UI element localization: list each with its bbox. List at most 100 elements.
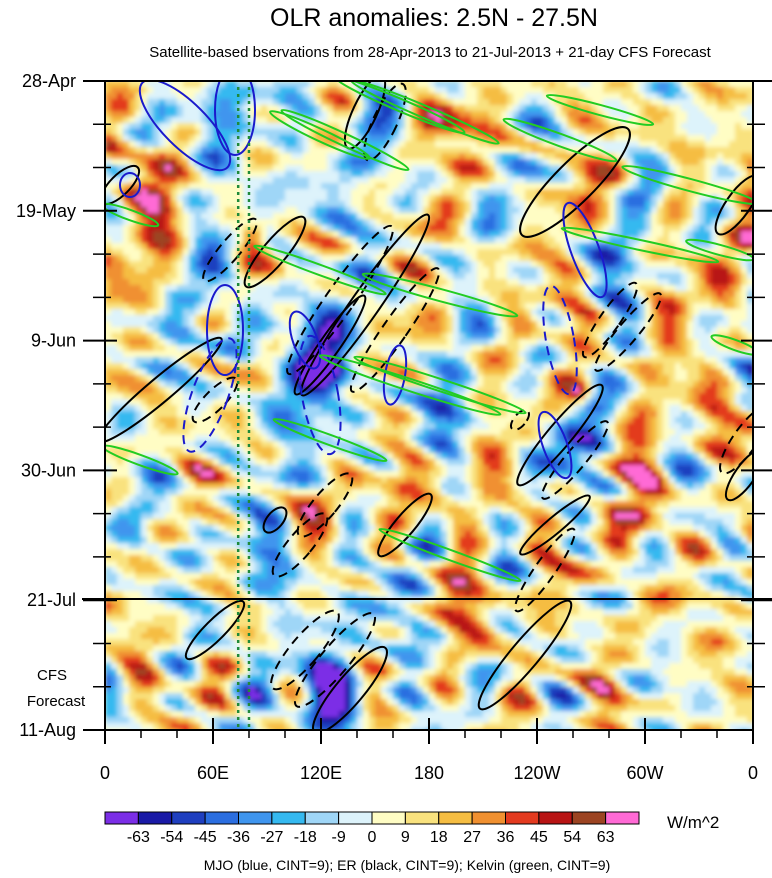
forecast-label-line2: Forecast — [27, 693, 86, 710]
er-contour — [271, 512, 329, 578]
y-tick-label: 21-Jul — [27, 590, 76, 610]
colorbar-label: -54 — [160, 829, 183, 846]
colorbar-label: -63 — [127, 829, 150, 846]
colorbar-swatch — [271, 811, 306, 825]
kelvin-contour — [334, 81, 466, 134]
x-tick-label: 180 — [414, 763, 444, 783]
kelvin-contour — [685, 238, 753, 262]
kelvin-contour — [350, 81, 500, 145]
kelvin-contour — [272, 417, 388, 463]
er-contour — [243, 215, 307, 289]
mjo-contour — [288, 310, 322, 370]
chart-title: OLR anomalies: 2.5N - 27.5N — [270, 4, 598, 32]
er-contour — [296, 472, 354, 538]
mjo-contour — [119, 172, 141, 198]
colorbar-swatch — [304, 811, 340, 825]
y-tick-label: 19-May — [16, 201, 76, 221]
colorbar-swatch — [605, 811, 640, 825]
x-tick-label: 60W — [626, 763, 663, 783]
er-contour — [540, 420, 610, 500]
colorbar: -63 -54 -45 -36 -27 -18 -9 0 9 18 27 36 45 54 63 — [104, 811, 640, 846]
kelvin-contour — [105, 202, 160, 228]
y-tick-label: 30-Jun — [21, 460, 76, 480]
colorbar-label: 45 — [530, 829, 548, 846]
colorbar-swatch — [538, 811, 573, 825]
colorbar-swatch — [171, 811, 206, 825]
reference-longitude-lines — [236, 87, 251, 730]
er-contour — [714, 174, 753, 236]
er-contour — [581, 281, 639, 359]
kelvin-contour — [253, 244, 387, 296]
colorbar-swatch — [238, 811, 273, 825]
kelvin-contour — [361, 272, 519, 318]
colorbar-label: -27 — [260, 829, 283, 846]
colorbar-swatch — [204, 811, 239, 825]
er-contour — [184, 599, 246, 661]
olr-anomaly-field — [105, 81, 753, 730]
colorbar-swatch — [438, 811, 473, 825]
colorbar-label: 36 — [497, 829, 515, 846]
colorbar-label: 18 — [430, 829, 448, 846]
er-contour — [262, 506, 288, 534]
x-tick-label: 60E — [197, 763, 229, 783]
mjo-contour — [537, 410, 573, 480]
y-tick-label: 28-Apr — [22, 71, 76, 91]
er-contour — [477, 599, 573, 711]
x-tick-label: 0 — [100, 763, 110, 783]
chart-subtitle: Satellite-based bservations from 28-Apr-… — [149, 44, 711, 61]
er-contour — [519, 126, 631, 238]
er-contour — [312, 645, 388, 730]
x-axis-longitudes: 0 60E 120E 180 120W 60W 0 — [100, 718, 758, 783]
er-contour — [724, 448, 753, 502]
er-contour — [363, 82, 407, 162]
mjo-contour — [214, 81, 256, 156]
x-tick-label: 120W — [513, 763, 560, 783]
er-contour — [105, 164, 141, 206]
kelvin-contour — [545, 93, 655, 127]
colorbar-label: 0 — [368, 829, 377, 846]
kelvin-contour — [710, 334, 753, 356]
colorbar-label: -18 — [294, 829, 317, 846]
er-contour — [293, 612, 377, 708]
er-contour — [593, 292, 663, 372]
colorbar-label: 63 — [597, 829, 615, 846]
plot-area — [82, 80, 772, 731]
x-tick-label: 120E — [300, 763, 342, 783]
mjo-contour — [206, 284, 244, 376]
colorbar-swatch — [471, 811, 506, 825]
er-contour — [105, 336, 223, 444]
kelvin-contour — [318, 354, 502, 416]
kelvin-contour — [280, 108, 410, 172]
colorbar-units: W/m^2 — [667, 813, 719, 832]
y-tick-label: 9-Jun — [31, 331, 76, 351]
colorbar-swatch — [104, 811, 139, 825]
mjo-contour — [542, 284, 578, 396]
er-contour — [293, 294, 367, 396]
kelvin-contour — [560, 226, 720, 264]
mjo-contour — [138, 81, 232, 172]
colorbar-label: -36 — [227, 829, 250, 846]
kelvin-contour — [105, 444, 179, 476]
colorbar-swatch — [404, 811, 440, 825]
colorbar-label: -45 — [194, 829, 217, 846]
er-contour — [270, 609, 340, 691]
kelvin-contour — [378, 527, 522, 583]
y-axis-dates: 28-Apr 19-May 9-Jun 30-Jun 21-Jul 11-Aug — [16, 71, 772, 740]
colorbar-label: -9 — [332, 829, 346, 846]
er-contour — [191, 376, 239, 424]
kelvin-contour — [353, 355, 527, 415]
kelvin-contour — [502, 117, 618, 163]
er-contour — [377, 492, 433, 558]
colorbar-swatch — [338, 811, 373, 825]
colorbar-label: 9 — [401, 829, 410, 846]
kelvin-contour — [621, 164, 753, 206]
colorbar-swatch — [371, 811, 406, 825]
er-contour — [519, 494, 591, 556]
colorbar-swatch — [505, 811, 540, 825]
wave-filtered-contours — [105, 81, 753, 730]
er-contour — [299, 213, 431, 397]
mjo-contour — [182, 337, 238, 453]
footnote: MJO (blue, CINT=9); ER (black, CINT=9); … — [204, 857, 611, 873]
colorbar-label: 27 — [463, 829, 481, 846]
